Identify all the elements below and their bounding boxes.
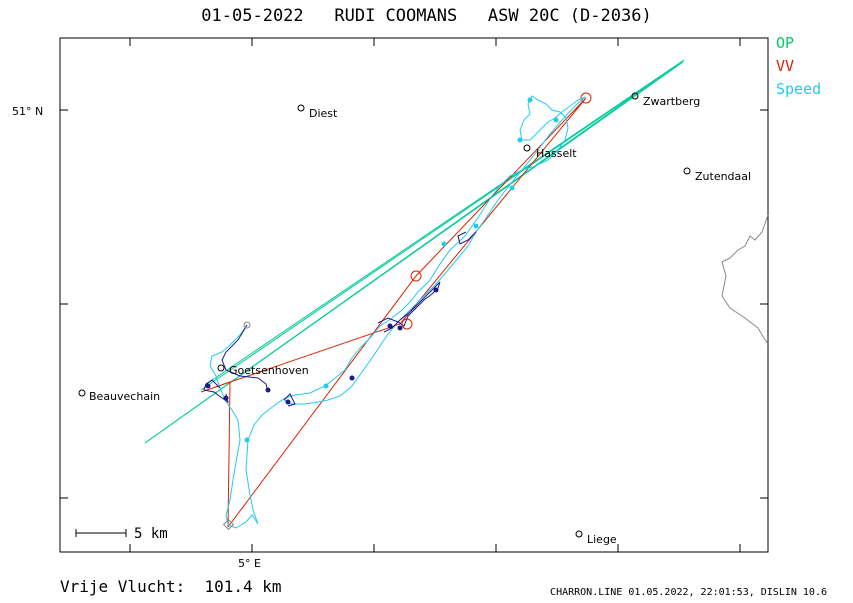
op-lines [144, 59, 685, 444]
axis-ticks [60, 38, 768, 552]
place-label-zwartberg: Zwartberg [643, 95, 700, 108]
legend-op: OP [776, 34, 795, 52]
flight-date: 01-05-2022 [201, 6, 304, 26]
flight-track [203, 95, 586, 529]
place-label-beauvechain: Beauvechain [89, 390, 160, 403]
free-flight-distance: Vrije Vlucht: 101.4 km [60, 577, 282, 596]
place-label-hasselt: Hasselt [536, 147, 577, 160]
country-border [721, 214, 769, 345]
pilot-name: RUDI COOMANS [334, 6, 458, 26]
place-markers [78, 92, 691, 538]
legend-vv: VV [776, 57, 795, 75]
flight-title: 01-05-2022 RUDI COOMANS ASW 20C (D-2036) [0, 6, 853, 26]
scale-label: 5 km [134, 526, 168, 542]
legend-speed: Speed [776, 80, 822, 98]
start-marker [243, 321, 251, 329]
end-marker [222, 518, 235, 531]
place-label-goetsenhoven: Goetsenhoven [229, 364, 309, 377]
map-frame [59, 37, 769, 553]
lon-label: 5° E [238, 557, 261, 570]
place-label-diest: Diest [309, 107, 338, 120]
track-markers [205, 97, 559, 443]
place-label-zutendaal: Zutendaal [695, 170, 751, 183]
vv-lines [200, 92, 592, 528]
place-label-liege: Liege [587, 533, 617, 546]
scale-bar [75, 529, 127, 537]
glider-name: ASW 20C (D-2036) [487, 6, 652, 26]
software-credit: CHARRON.LINE 01.05.2022, 22:01:53, DISLI… [550, 587, 827, 598]
lat-label: 51° N [12, 105, 43, 118]
